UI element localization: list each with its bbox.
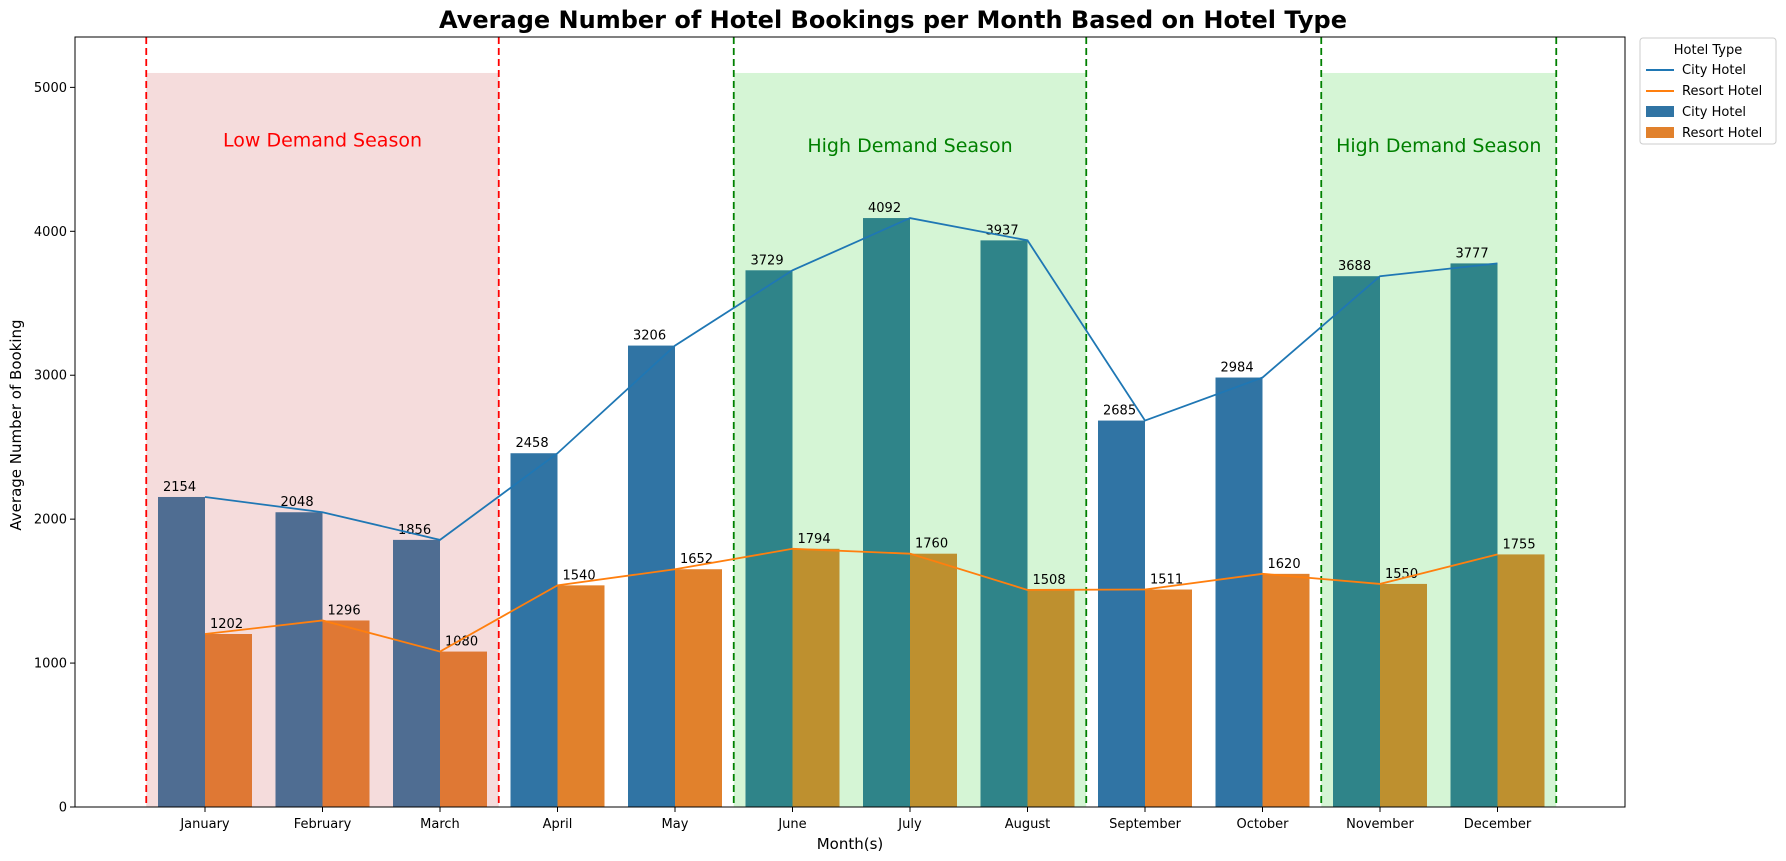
bar-city-april — [510, 453, 558, 807]
bar-label-resort-april: 1540 — [563, 568, 596, 583]
axes-frame — [74, 36, 1626, 808]
season-label-0: Low Demand Season — [223, 129, 422, 151]
bar-label-city-june: 3729 — [751, 253, 784, 268]
bar-label-city-september: 2685 — [1103, 404, 1136, 419]
x-tick-label-october: October — [1236, 817, 1289, 832]
bar-label-city-november: 3688 — [1338, 259, 1371, 274]
x-tick-label-january: January — [179, 817, 230, 832]
bar-city-may — [628, 345, 675, 807]
bar-label-resort-june: 1794 — [798, 532, 831, 547]
bar-label-resort-october: 1620 — [1268, 557, 1301, 572]
bar-label-city-december: 3777 — [1456, 246, 1489, 261]
bar-label-city-october: 2984 — [1221, 361, 1254, 376]
x-tick-label-november: November — [1346, 817, 1414, 832]
bar-resort-march — [440, 651, 487, 807]
legend-entry-1: Resort Hotel — [1682, 84, 1762, 99]
y-tick-label-2000: 2000 — [34, 513, 67, 528]
bar-city-december — [1450, 263, 1498, 807]
line-city-hotel — [204, 217, 1498, 541]
x-tick-label-may: May — [662, 817, 689, 832]
bar-label-resort-july: 1760 — [915, 537, 948, 552]
y-axis-label: Average Number of Booking — [7, 319, 25, 530]
x-tick-label-march: March — [420, 817, 460, 832]
y-tick-label-5000: 5000 — [34, 81, 67, 96]
legend-swatch-patch-3 — [1646, 127, 1674, 138]
bar-resort-august — [1027, 589, 1075, 807]
y-tick-label-1000: 1000 — [34, 657, 67, 672]
bar-resort-october — [1262, 573, 1310, 807]
bar-city-august — [980, 240, 1028, 808]
bar-city-september — [1098, 420, 1145, 807]
chart-title: Average Number of Hotel Bookings per Mon… — [439, 6, 1347, 34]
bar-resort-april — [557, 585, 605, 807]
y-tick-label-0: 0 — [59, 801, 67, 816]
x-tick-label-february: February — [294, 817, 352, 832]
bar-label-city-march: 1856 — [398, 523, 431, 538]
bar-resort-january — [205, 634, 252, 807]
bar-resort-july — [910, 553, 957, 807]
plot-area: Low Demand Season High Demand Season High … — [34, 36, 1626, 832]
x-axis-label: Month(s) — [817, 835, 884, 853]
legend: Hotel Type City Hotel Resort Hotel City Hot… — [1639, 37, 1777, 145]
bar-label-resort-november: 1550 — [1385, 567, 1418, 582]
y-tick-label-3000: 3000 — [34, 369, 67, 384]
bar-label-resort-march: 1080 — [445, 635, 478, 650]
bar-city-june — [745, 270, 793, 807]
line-resort-hotel — [204, 547, 1498, 653]
bar-resort-november — [1380, 583, 1427, 807]
legend-swatch-patch-2 — [1646, 106, 1674, 117]
bar-label-city-february: 2048 — [281, 495, 314, 510]
bar-label-city-may: 3206 — [633, 329, 666, 344]
bar-label-city-july: 4092 — [868, 201, 901, 216]
bar-label-resort-january: 1202 — [210, 617, 243, 632]
bar-resort-september — [1145, 589, 1192, 807]
bar-label-resort-august: 1508 — [1033, 573, 1066, 588]
bar-resort-december — [1497, 554, 1545, 807]
bar-city-november — [1333, 276, 1380, 807]
bar-city-july — [863, 218, 910, 808]
legend-entry-2: City Hotel — [1682, 105, 1746, 120]
legend-entry-0: City Hotel — [1682, 63, 1746, 78]
season-label-1: High Demand Season — [807, 135, 1012, 157]
bar-resort-february — [322, 620, 370, 807]
bar-city-january — [158, 496, 205, 807]
legend-box — [1639, 37, 1777, 145]
bar-city-march — [393, 539, 440, 807]
bar-label-resort-february: 1296 — [328, 603, 361, 618]
x-tick-label-april: April — [543, 817, 573, 832]
bar-label-city-april: 2458 — [516, 436, 549, 451]
y-tick-label-4000: 4000 — [34, 225, 67, 240]
bar-resort-june — [792, 548, 840, 807]
x-tick-label-july: July — [897, 817, 922, 832]
bar-label-resort-december: 1755 — [1503, 537, 1536, 552]
bar-resort-may — [675, 569, 722, 807]
legend-entry-3: Resort Hotel — [1682, 126, 1762, 141]
bar-label-resort-september: 1511 — [1150, 573, 1183, 588]
x-tick-label-september: September — [1109, 817, 1182, 832]
season-label-2: High Demand Season — [1336, 135, 1541, 157]
bar-label-city-january: 2154 — [163, 480, 196, 495]
bar-city-february — [275, 512, 323, 807]
legend-title: Hotel Type — [1674, 43, 1742, 58]
x-tick-label-june: June — [777, 817, 806, 832]
bar-city-october — [1215, 377, 1263, 807]
x-tick-label-december: December — [1464, 817, 1532, 832]
x-tick-label-august: August — [1005, 817, 1051, 832]
